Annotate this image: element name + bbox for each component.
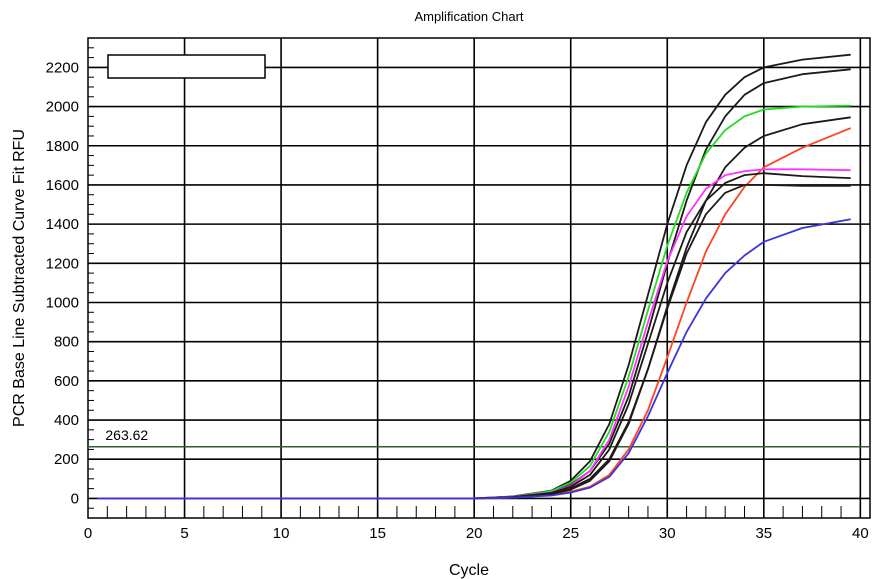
x-tick-label-7: 35 bbox=[755, 525, 772, 542]
y-tick-label-10: 2000 bbox=[46, 99, 79, 116]
y-tick-label-3: 600 bbox=[54, 373, 79, 390]
legend-box bbox=[107, 54, 266, 79]
y-tick-label-11: 2200 bbox=[46, 59, 79, 76]
x-tick-label-4: 20 bbox=[466, 525, 483, 542]
x-tick-label-1: 5 bbox=[180, 525, 188, 542]
y-tick-label-9: 1800 bbox=[46, 138, 79, 155]
series-line-7 bbox=[474, 172, 851, 500]
threshold-label: 263.62 bbox=[105, 427, 148, 443]
y-tick-label-0: 0 bbox=[71, 490, 79, 507]
y-tick-label-8: 1600 bbox=[46, 177, 79, 194]
x-axis-label: Cycle bbox=[449, 562, 489, 579]
x-tick-label-6: 30 bbox=[659, 525, 676, 542]
threshold-layer: 263.62 bbox=[88, 427, 870, 448]
y-tick-label-6: 1200 bbox=[46, 255, 79, 272]
chart-title: Amplification Chart bbox=[414, 9, 523, 24]
x-tick-label-0: 0 bbox=[84, 525, 92, 542]
series-line-9 bbox=[97, 218, 851, 500]
series-line-8 bbox=[474, 184, 851, 500]
x-tick-label-3: 15 bbox=[369, 525, 386, 542]
y-axis-label: PCR Base Line Subtracted Curve Fit RFU bbox=[11, 129, 28, 427]
y-tick-label-4: 800 bbox=[54, 334, 79, 351]
y-tick-label-5: 1000 bbox=[46, 294, 79, 311]
x-tick-label-5: 25 bbox=[562, 525, 579, 542]
y-tick-label-7: 1400 bbox=[46, 216, 79, 233]
ticks-layer: 0 5 10 15 20 25 30 35 40020040060080010001200140… bbox=[46, 47, 869, 542]
y-tick-label-1: 200 bbox=[54, 451, 79, 468]
x-tick-label-8: 40 bbox=[852, 525, 869, 542]
series-layer bbox=[97, 53, 852, 500]
y-tick-label-2: 400 bbox=[54, 412, 79, 429]
series-line-3 bbox=[474, 104, 851, 500]
plot-frame bbox=[87, 37, 871, 519]
x-tick-label-2: 10 bbox=[273, 525, 290, 542]
